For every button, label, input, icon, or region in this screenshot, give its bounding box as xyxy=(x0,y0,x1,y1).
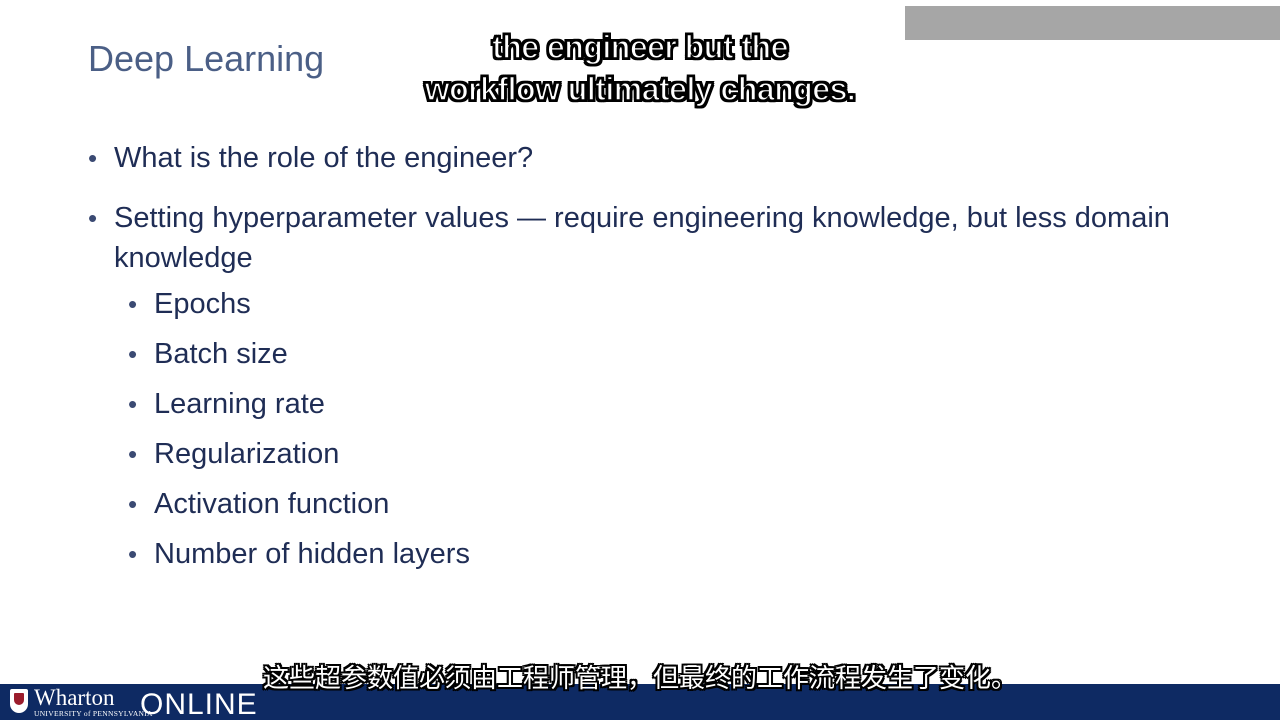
sub-bullet-item: • Number of hidden layers xyxy=(88,534,1198,574)
english-caption-line-1: the engineer but the xyxy=(491,28,789,66)
sub-bullet-item: • Activation function xyxy=(88,484,1198,524)
sub-bullet-text: Number of hidden layers xyxy=(154,538,470,570)
sub-bullet-item: • Batch size xyxy=(88,334,1198,374)
bullet-item: • What is the role of the engineer? xyxy=(88,138,1198,178)
bullet-dot-icon: • xyxy=(88,143,98,173)
bullet-dot-icon: • xyxy=(128,539,138,569)
shield-icon xyxy=(10,689,28,713)
english-caption-line-2: workflow ultimately changes. xyxy=(424,70,857,108)
english-caption: the engineer but the workflow ultimately… xyxy=(340,26,940,110)
footer-bar: Wharton UNIVERSITY of PENNSYLVANIA ONLIN… xyxy=(0,684,1280,721)
sub-bullet-list: • Epochs • Batch size • Learning rate • … xyxy=(88,284,1198,574)
bullet-dot-icon: • xyxy=(128,489,138,519)
sub-bullet-item: • Regularization xyxy=(88,434,1198,474)
bullet-list: • What is the role of the engineer? • Se… xyxy=(88,138,1198,584)
bullet-item: • Setting hyperparameter values — requir… xyxy=(88,198,1198,278)
sub-bullet-item: • Epochs xyxy=(88,284,1198,324)
top-gray-bar xyxy=(905,6,1280,40)
brand-subtitle: UNIVERSITY of PENNSYLVANIA xyxy=(34,709,153,718)
chinese-caption: 这些超参数值必须由工程师管理，但最终的工作流程发生了变化。 xyxy=(262,664,1017,694)
sub-bullet-text: Learning rate xyxy=(154,388,325,420)
slide-title: Deep Learning xyxy=(88,38,325,79)
sub-bullet-text: Activation function xyxy=(154,488,390,520)
bullet-dot-icon: • xyxy=(88,203,98,233)
sub-bullet-text: Regularization xyxy=(154,438,340,470)
brand-name: Wharton xyxy=(34,685,115,710)
bullet-dot-icon: • xyxy=(128,289,138,319)
sub-bullet-item: • Learning rate xyxy=(88,384,1198,424)
brand-online: ONLINE xyxy=(140,688,258,721)
bullet-dot-icon: • xyxy=(128,439,138,469)
sub-bullet-text: Epochs xyxy=(154,288,251,320)
bullet-dot-icon: • xyxy=(128,339,138,369)
sub-bullet-text: Batch size xyxy=(154,338,288,370)
bullet-dot-icon: • xyxy=(128,389,138,419)
bullet-text: What is the role of the engineer? xyxy=(114,142,534,174)
bullet-text: Setting hyperparameter values — require … xyxy=(114,202,1170,274)
